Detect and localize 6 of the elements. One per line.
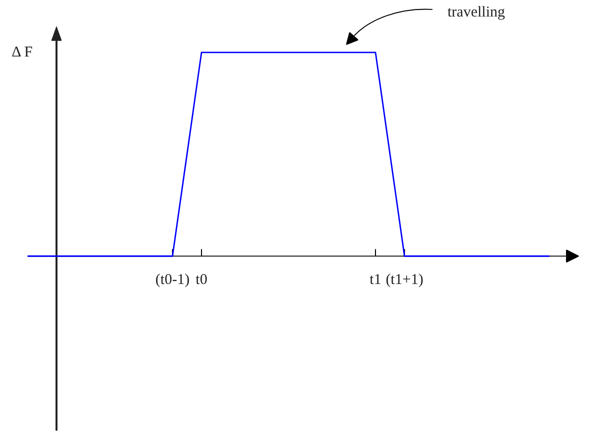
x-tick-label: (t0-1) <box>155 272 190 288</box>
y-axis-title: Δ F <box>12 44 33 60</box>
x-tick-label: (t1+1) <box>386 272 424 288</box>
text: travelling <box>448 4 506 20</box>
x-tick-label: t1 <box>370 272 382 288</box>
x-tick-label: t0 <box>196 272 208 288</box>
